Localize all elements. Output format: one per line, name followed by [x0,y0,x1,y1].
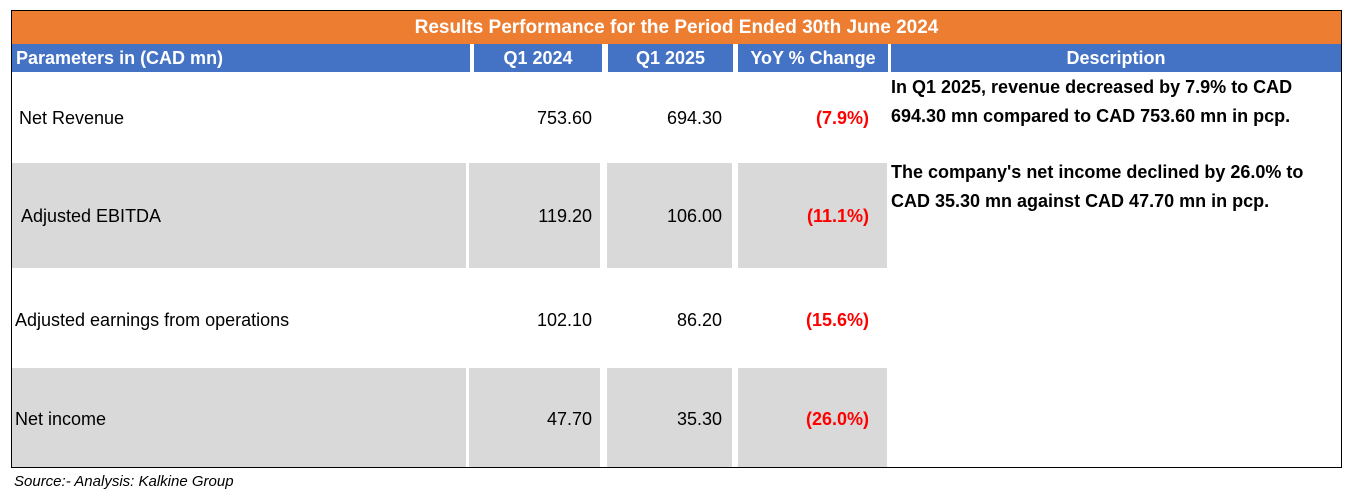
description-revenue: In Q1 2025, revenue decreased by 7.9% to… [891,77,1293,126]
description-net-income: The company's net income declined by 26.… [891,162,1304,211]
cell-yoy-change: (7.9%) [815,107,869,128]
table-title: Results Performance for the Period Ended… [12,11,1341,44]
cell-yoy-change: (15.6%) [805,309,869,330]
cell-q1-2025: 694.30 [666,107,722,128]
row-band-yoy [738,368,887,467]
header-yoy-change: YoY % Change [738,44,888,72]
row-band-parameter [12,368,466,467]
cell-q1-2025: 86.20 [676,309,722,330]
results-table: Results Performance for the Period Ended… [11,10,1342,468]
source-note: Source:- Analysis: Kalkine Group [14,473,234,490]
cell-q1-2024: 753.60 [536,107,592,128]
cell-yoy-change: (11.1%) [806,205,869,226]
header-q1-2024: Q1 2024 [474,44,602,72]
row-band-q1-2025 [607,368,732,467]
header-q1-2025: Q1 2025 [608,44,733,72]
cell-q1-2025: 106.00 [666,205,722,226]
cell-yoy-change: (26.0%) [805,408,869,429]
cell-parameter: Net Revenue [19,107,125,128]
header-parameters: Parameters in (CAD mn) [12,44,470,72]
cell-q1-2024: 47.70 [546,408,592,429]
cell-q1-2024: 102.10 [536,309,592,330]
cell-parameter: Adjusted EBITDA [21,205,162,226]
row-band-q1-2024 [469,163,600,268]
cell-q1-2024: 119.20 [538,205,592,226]
row-band-yoy [738,163,887,268]
cell-q1-2025: 35.30 [676,408,722,429]
cell-parameter: Net income [15,408,107,429]
row-band-q1-2024 [469,368,600,467]
row-band-parameter [12,163,466,268]
cell-parameter: Adjusted earnings from operations [15,309,290,330]
header-description: Description [891,44,1341,72]
row-band-q1-2025 [607,163,732,268]
